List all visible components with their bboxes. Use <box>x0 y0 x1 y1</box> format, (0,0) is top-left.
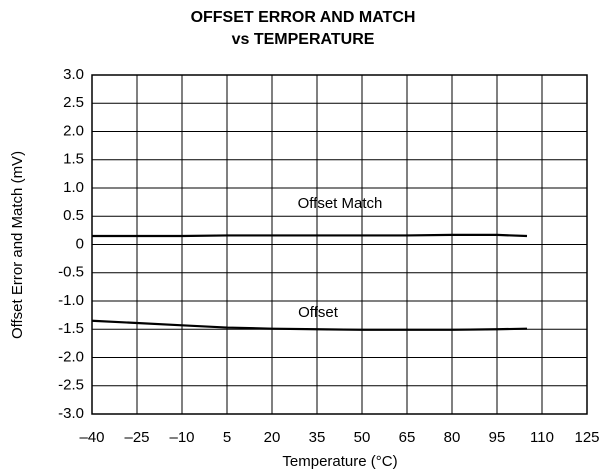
data-line <box>92 233 528 238</box>
series-label: Offset <box>298 304 339 321</box>
y-tick-label: 2.0 <box>63 122 84 139</box>
y-tick-label: 1.5 <box>63 151 84 168</box>
x-axis-label: Temperature (°C) <box>282 453 397 470</box>
y-tick-label: -1.0 <box>58 292 84 309</box>
x-tick-label: 65 <box>399 429 416 446</box>
chart-title: OFFSET ERROR AND MATCH <box>191 9 416 26</box>
y-tick-label: 2.5 <box>63 94 84 111</box>
y-tick-label: -2.5 <box>58 377 84 394</box>
y-tick-label: 1.0 <box>63 179 84 196</box>
y-tick-label: -0.5 <box>58 264 84 281</box>
x-tick-label: –10 <box>169 429 194 446</box>
x-tick-label: 50 <box>354 429 371 446</box>
x-tick-label: –40 <box>79 429 104 446</box>
series-label: Offset Match <box>298 195 383 212</box>
x-tick-label: 35 <box>309 429 326 446</box>
y-tick-label: 0.5 <box>63 207 84 224</box>
y-tick-label: 3.0 <box>63 66 84 83</box>
x-tick-label: 80 <box>444 429 461 446</box>
x-tick-label: 5 <box>223 429 231 446</box>
y-tick-label: -2.0 <box>58 348 84 365</box>
x-tick-label: 110 <box>530 429 554 446</box>
y-tick-label: 0 <box>76 235 84 252</box>
x-tick-label: 125 <box>574 429 599 446</box>
plot-frame <box>91 74 588 415</box>
x-tick-label: 20 <box>264 429 281 446</box>
y-tick-label: -3.0 <box>58 405 84 422</box>
chart-title: vs TEMPERATURE <box>232 31 375 48</box>
x-tick-label: –25 <box>124 429 149 446</box>
y-tick-label: -1.5 <box>58 320 84 337</box>
y-axis-label: Offset Error and Match (mV) <box>9 151 26 339</box>
x-tick-label: 95 <box>489 429 506 446</box>
data-line <box>91 319 528 331</box>
